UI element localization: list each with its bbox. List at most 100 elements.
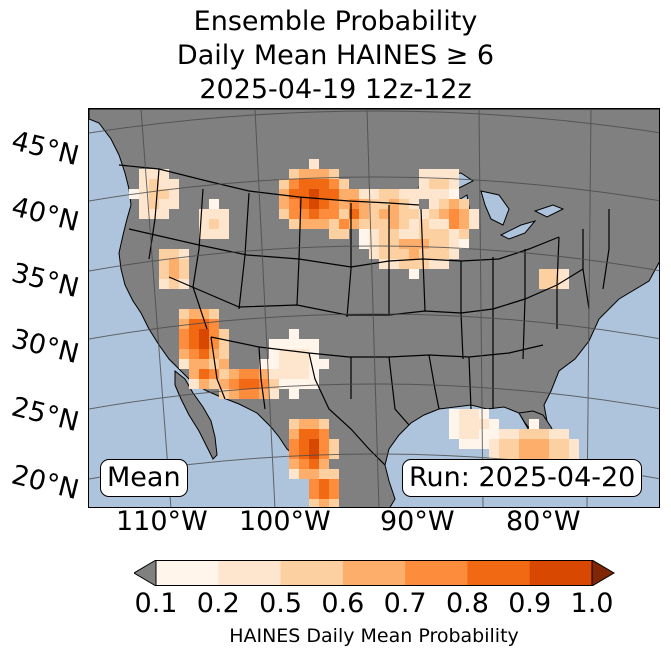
probability-cell	[329, 469, 339, 479]
probability-cell	[239, 389, 249, 399]
probability-cell	[249, 389, 259, 399]
probability-cell	[139, 199, 149, 209]
probability-cell	[199, 359, 209, 369]
probability-cell	[189, 369, 199, 379]
probability-cell	[389, 249, 399, 259]
probability-cell	[359, 189, 369, 199]
probability-cell	[179, 319, 189, 329]
probability-cell	[439, 169, 449, 179]
probability-cell	[189, 349, 199, 359]
colorbar-tick-label: 0.9	[508, 588, 552, 619]
probability-cell	[329, 209, 339, 219]
probability-cell	[429, 249, 439, 259]
probability-cell	[279, 179, 289, 189]
probability-cell	[309, 469, 319, 479]
probability-cell	[219, 369, 229, 379]
probability-cell	[489, 419, 499, 429]
probability-cell	[189, 329, 199, 339]
probability-cell	[379, 219, 389, 229]
probability-cell	[559, 449, 569, 459]
probability-cell	[509, 449, 519, 459]
lat-label-45: 45°N	[8, 125, 82, 173]
probability-cell	[459, 439, 469, 449]
probability-cell	[449, 229, 459, 239]
probability-cell	[199, 369, 209, 379]
probability-cell	[299, 429, 309, 439]
probability-cell	[529, 439, 539, 449]
probability-cell	[439, 239, 449, 249]
probability-cell	[209, 339, 219, 349]
probability-cell	[289, 379, 299, 389]
probability-cell	[269, 349, 279, 359]
probability-cell	[289, 179, 299, 189]
probability-cell	[399, 209, 409, 219]
colorbar-bin	[467, 560, 531, 586]
probability-cell	[319, 499, 329, 507]
probability-cell	[349, 209, 359, 219]
probability-cell	[529, 449, 539, 459]
probability-cell	[159, 189, 169, 199]
probability-cell	[269, 339, 279, 349]
probability-cell	[429, 209, 439, 219]
probability-cell	[169, 269, 179, 279]
probability-cell	[169, 279, 179, 289]
probability-cell	[299, 349, 309, 359]
lat-label-30: 30°N	[8, 323, 82, 371]
probability-cell	[169, 259, 179, 269]
probability-cell	[419, 259, 429, 269]
colorbar-tick-label: 0.6	[321, 588, 365, 619]
probability-cell	[409, 199, 419, 209]
probability-cell	[229, 389, 239, 399]
probability-cell	[219, 219, 229, 229]
probability-cell	[269, 359, 279, 369]
probability-cell	[199, 329, 209, 339]
probability-cell	[319, 429, 329, 439]
probability-cell	[169, 179, 179, 189]
probability-cell	[369, 199, 379, 209]
probability-cell	[449, 429, 459, 439]
probability-cell	[259, 379, 269, 389]
probability-cell	[299, 459, 309, 469]
probability-cell	[369, 189, 379, 199]
probability-cell	[379, 249, 389, 259]
probability-cell	[209, 359, 219, 369]
probability-cell	[399, 249, 409, 259]
probability-cell	[559, 429, 569, 439]
probability-cell	[389, 209, 399, 219]
probability-cell	[379, 189, 389, 199]
probability-cell	[279, 379, 289, 389]
probability-cell	[359, 229, 369, 239]
probability-cell	[189, 309, 199, 319]
probability-cell	[449, 249, 459, 259]
probability-cell	[309, 159, 319, 169]
probability-cell	[309, 359, 319, 369]
probability-cell	[399, 189, 409, 199]
probability-cell	[429, 219, 439, 229]
probability-cell	[179, 339, 189, 349]
probability-cell	[229, 379, 239, 389]
probability-cell	[239, 369, 249, 379]
probability-cell	[339, 189, 349, 199]
run-date-box: Run: 2025-04-20	[402, 459, 643, 497]
probability-cell	[319, 439, 329, 449]
probability-cell	[349, 189, 359, 199]
probability-cell	[149, 199, 159, 209]
lat-label-20: 20°N	[8, 459, 82, 507]
probability-cell	[259, 369, 269, 379]
probability-cell	[379, 209, 389, 219]
probability-cell	[359, 209, 369, 219]
probability-cell	[329, 219, 339, 229]
colorbar-bin	[342, 560, 406, 586]
probability-cell	[299, 199, 309, 209]
probability-cell	[249, 369, 259, 379]
probability-cell	[319, 479, 329, 489]
colorbar-bin	[529, 560, 593, 586]
probability-cell	[499, 449, 509, 459]
probability-cell	[179, 329, 189, 339]
probability-cell	[569, 439, 579, 449]
colorbar-bin	[280, 560, 344, 586]
probability-cell	[249, 379, 259, 389]
probability-cell	[299, 419, 309, 429]
probability-cell	[289, 369, 299, 379]
probability-cell	[299, 189, 309, 199]
